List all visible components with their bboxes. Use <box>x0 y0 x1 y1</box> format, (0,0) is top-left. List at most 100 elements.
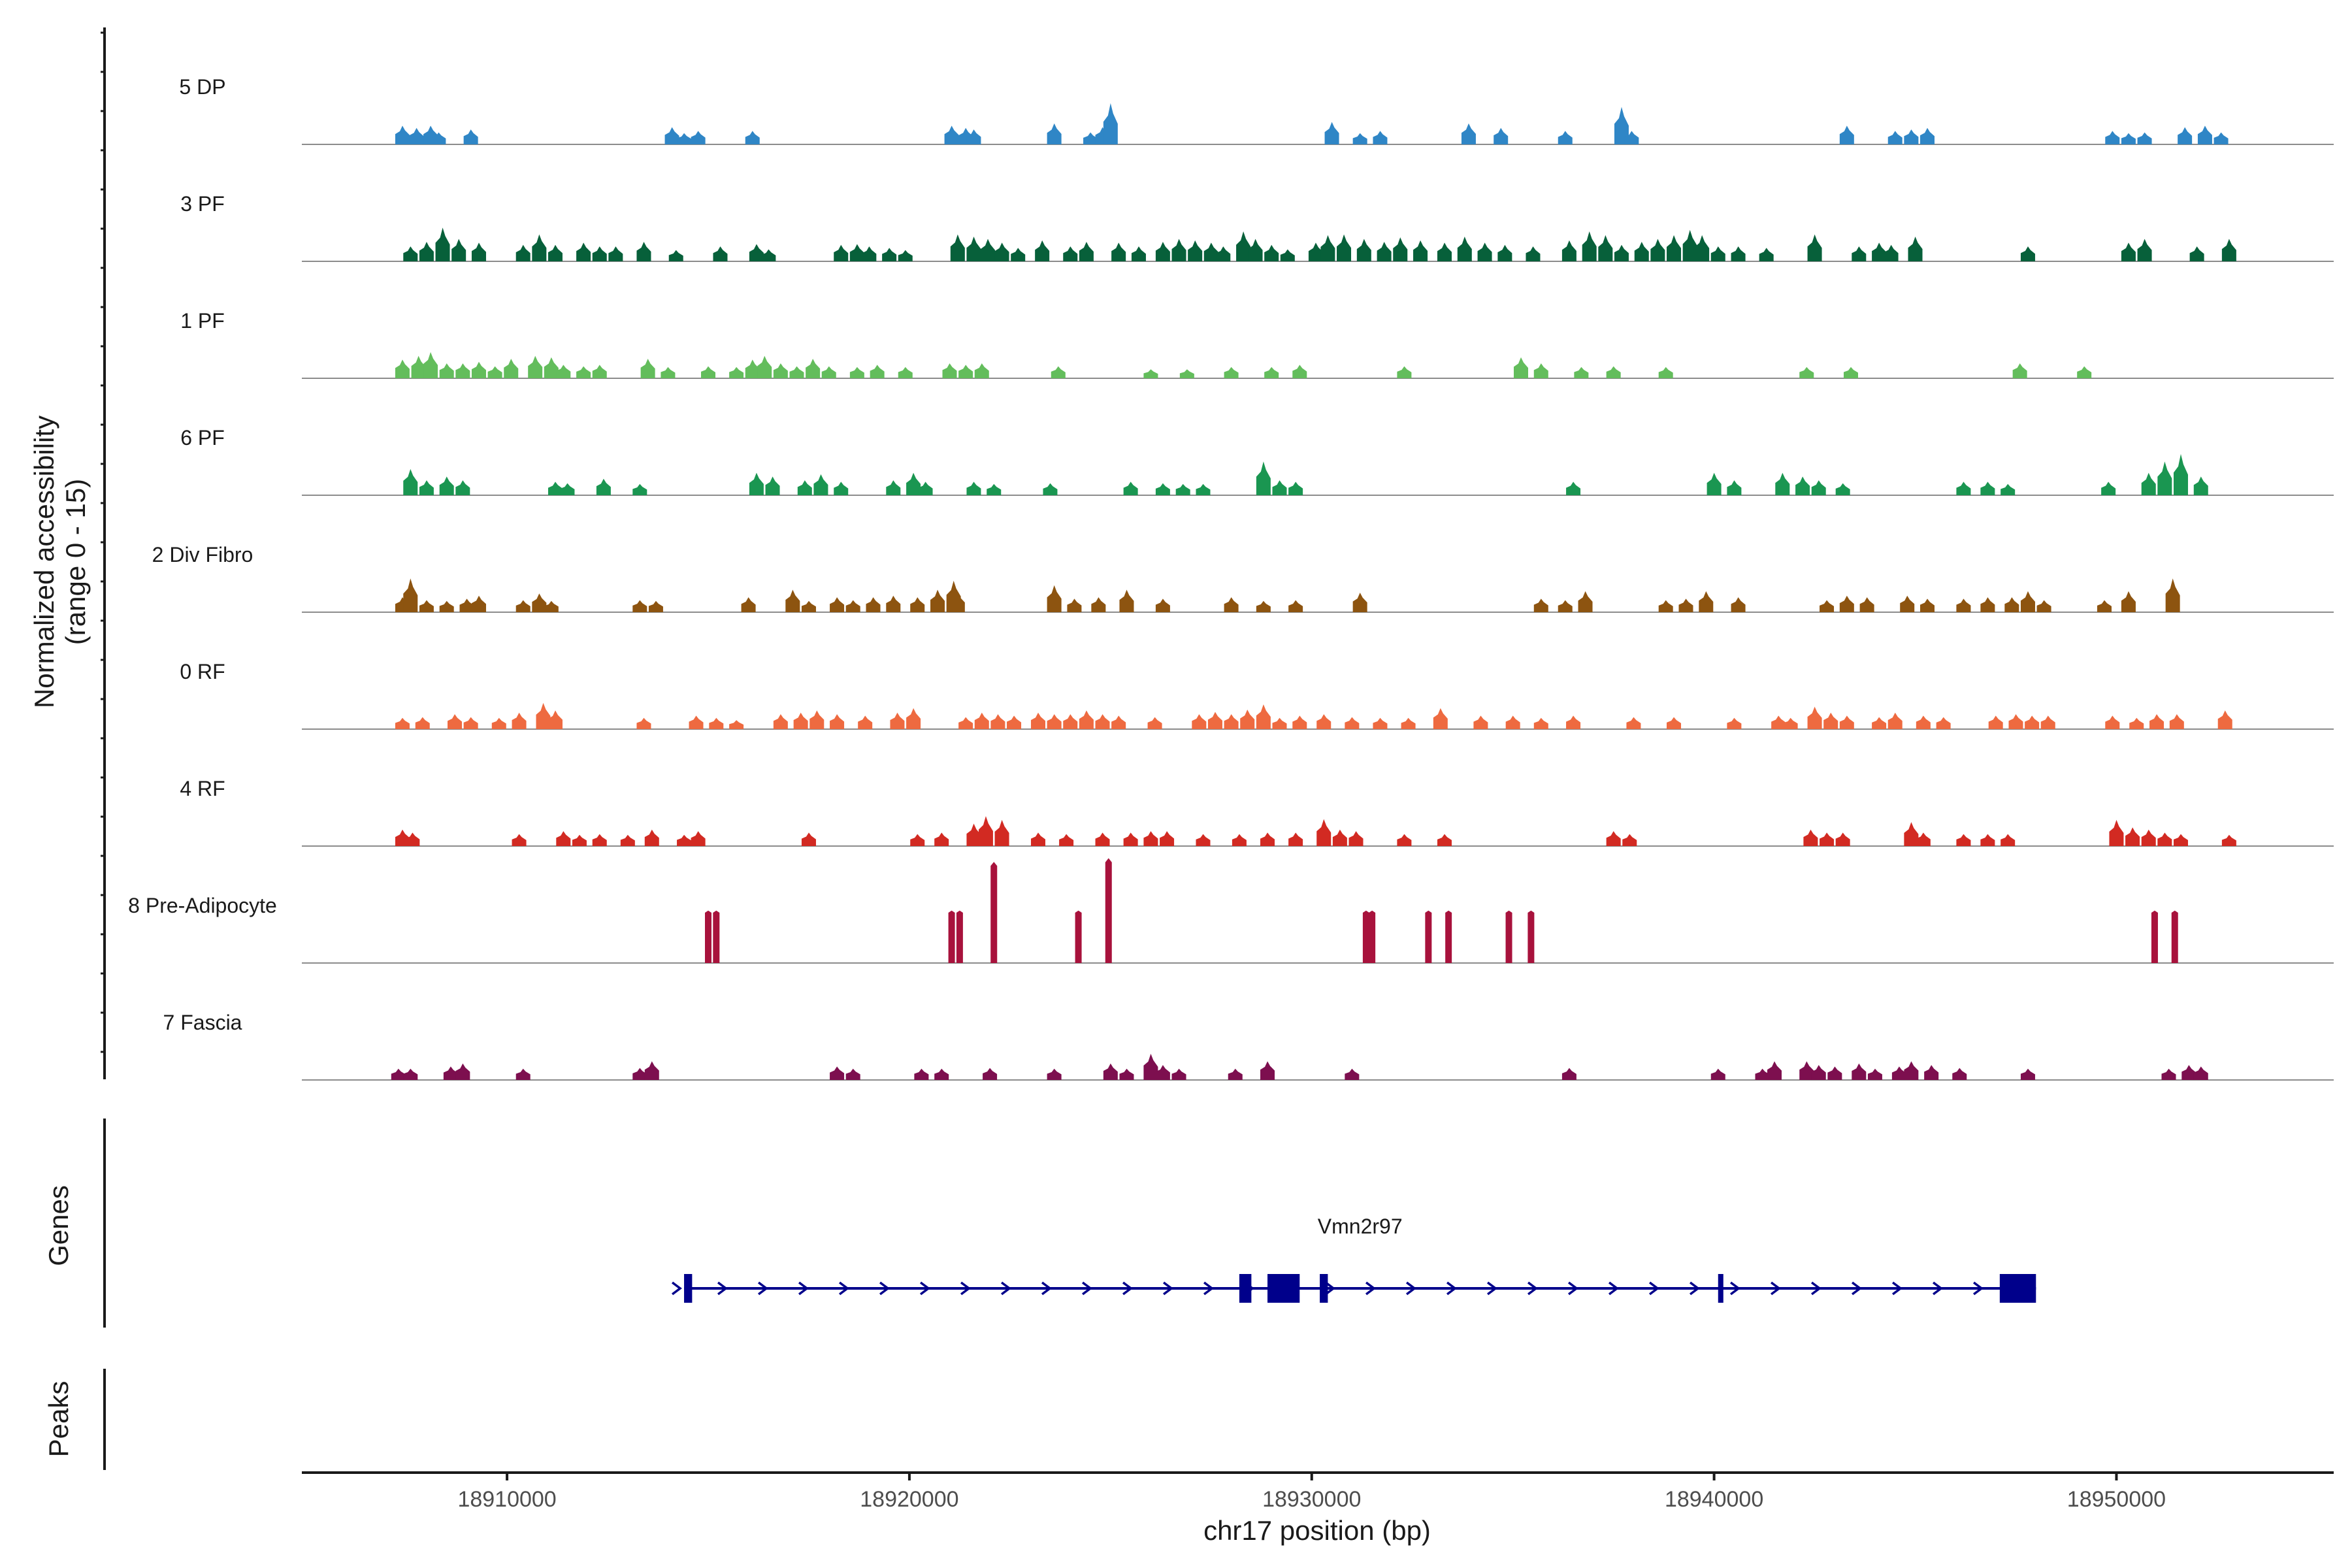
coverage-peak <box>691 131 706 144</box>
coverage-peak <box>455 363 470 378</box>
coverage-peak <box>1980 597 1995 612</box>
coverage-peak <box>2036 600 2051 612</box>
coverage-peak <box>966 823 981 846</box>
coverage-peak <box>532 593 547 612</box>
coverage-peak <box>1867 1068 1882 1080</box>
coverage-peak <box>1043 483 1058 495</box>
coverage-peak <box>898 367 913 378</box>
coverage-peak <box>1248 238 1263 261</box>
coverage-peak <box>773 714 788 729</box>
coverage-peak <box>532 234 547 261</box>
x-axis-title: chr17 position (bp) <box>1203 1515 1431 1546</box>
coverage-peak <box>749 244 764 261</box>
coverage-peak <box>556 831 571 846</box>
strand-arrow <box>1163 1281 1173 1296</box>
coverage-peak <box>1160 831 1175 846</box>
coverage-peak <box>761 249 776 261</box>
coverage-peak <box>713 246 728 261</box>
coverage-peak <box>1352 593 1367 612</box>
coverage-peak <box>1904 129 1919 144</box>
coverage-peak <box>801 600 816 612</box>
coverage-peak <box>411 355 426 378</box>
coverage-peak <box>890 712 905 729</box>
coverage-peak <box>1308 242 1323 261</box>
coverage-peak <box>930 589 945 612</box>
coverage-peak <box>1207 711 1222 729</box>
coverage-peak <box>2169 714 2184 729</box>
coverage-peak <box>994 819 1009 846</box>
strand-arrow <box>1082 1281 1092 1296</box>
coverage-peak <box>773 363 788 378</box>
x-tick-label: 18910000 <box>457 1487 556 1512</box>
strand-arrow <box>1690 1281 1700 1296</box>
coverage-peak <box>1505 715 1520 729</box>
coverage-peak <box>2213 132 2229 144</box>
x-tick-label: 18930000 <box>1262 1487 1361 1512</box>
coverage-peak <box>1425 910 1432 963</box>
coverage-peak <box>1260 832 1275 846</box>
coverage-peak <box>1839 125 1854 144</box>
coverage-peak <box>677 834 692 846</box>
coverage-peak <box>664 127 679 144</box>
coverage-peak <box>745 359 760 378</box>
coverage-peak <box>1614 244 1629 261</box>
coverage-peak <box>1807 234 1822 261</box>
coverage-peak <box>1171 1068 1186 1080</box>
coverage-tracks: 5 DP 3 PF 1 PF 6 PF 2 Div Fibro 0 RF 4 RF 8 Pre… <box>128 75 2334 1081</box>
coverage-peak <box>2189 246 2204 261</box>
coverage-peak <box>1095 714 1110 729</box>
coverage-peak <box>1900 595 1915 612</box>
strand-arrow <box>1811 1281 1821 1296</box>
coverage-peak <box>806 359 821 378</box>
coverage-peak <box>544 600 559 612</box>
coverage-peak <box>830 597 845 612</box>
coverage-peak <box>1236 231 1251 261</box>
coverage-peak <box>1111 242 1126 261</box>
coverage-peak <box>504 359 519 378</box>
coverage-peak <box>2141 472 2156 495</box>
coverage-peak <box>2077 366 2092 378</box>
coverage-peak <box>858 715 873 729</box>
coverage-peak <box>1884 244 1899 261</box>
coverage-peak <box>2020 246 2035 261</box>
coverage-peak <box>2137 132 2152 144</box>
coverage-peak <box>1079 710 1094 729</box>
coverage-peak <box>661 367 676 378</box>
coverage-peak <box>994 242 1009 261</box>
coverage-peak <box>1352 133 1367 144</box>
coverage-peak <box>1047 585 1062 612</box>
coverage-peak <box>1731 597 1746 612</box>
coverage-peak <box>592 246 607 261</box>
strand-arrow <box>1649 1281 1659 1296</box>
coverage-peak <box>2001 483 2016 495</box>
coverage-peak <box>691 831 706 846</box>
coverage-peak <box>419 600 434 612</box>
coverage-peak <box>1348 831 1364 846</box>
coverage-peak <box>1566 482 1581 495</box>
coverage-peak <box>1667 717 1682 729</box>
coverage-peak <box>2012 363 2027 378</box>
coverage-peak <box>2121 133 2136 144</box>
coverage-peak <box>1755 1068 1770 1080</box>
coverage-peak <box>834 244 849 261</box>
coverage-peak <box>1658 600 1673 612</box>
coverage-peak <box>1916 832 1931 846</box>
coverage-peak <box>950 234 965 261</box>
coverage-peak <box>515 600 531 612</box>
coverage-peak <box>1839 595 1854 612</box>
coverage-peak <box>974 363 989 378</box>
coverage-peak <box>1256 600 1271 612</box>
coverage-peak <box>403 468 418 495</box>
coverage-peak <box>948 910 955 963</box>
coverage-peak <box>1373 131 1388 144</box>
coverage-peak <box>1477 242 1492 261</box>
genes-panel-title: Genes <box>43 1185 74 1266</box>
coverage-peak <box>2173 834 2188 846</box>
strand-arrow <box>1365 1281 1376 1296</box>
coverage-peak <box>765 476 780 495</box>
strand-arrow <box>1203 1281 1214 1296</box>
coverage-peak <box>572 834 587 846</box>
y-axis-title-line1: Normalized accessibility <box>29 416 59 708</box>
coverage-peak <box>592 834 607 846</box>
coverage-peak <box>729 720 744 729</box>
